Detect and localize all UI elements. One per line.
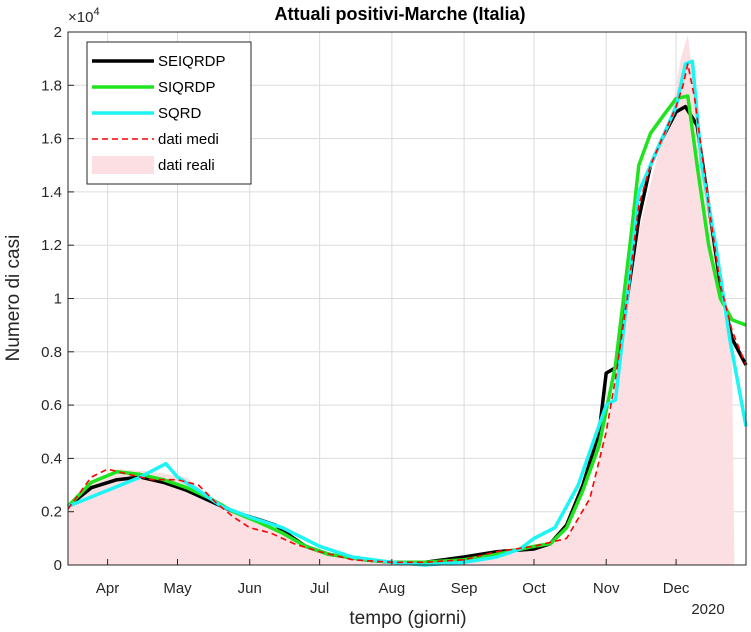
legend-label-seiqrdp: SEIQRDP [158,53,226,70]
x-tick-label: Sep [451,580,478,597]
y-tick-label: 1.2 [41,237,62,254]
x-tick-label: May [163,580,192,597]
axis-ticks: 0 0.2 0.4 0.6 0.8 1 1.2 1.4 1.6 1.8 2 Apr May Jun Jul A… [41,24,690,597]
chart-title: Attuali positivi-Marche (Italia) [274,4,525,24]
y-tick-label: 1.4 [41,184,62,201]
x-tick-label: Apr [96,580,119,597]
x-tick-label: Jun [238,580,262,597]
y-tick-label: 0.8 [41,344,62,361]
x-axis-title: tempo (giorni) [349,608,466,629]
y-tick-label: 2 [54,24,62,41]
x-tick-label: Jul [310,580,329,597]
y-tick-label: 1.6 [41,131,62,148]
y-tick-label: 0.4 [41,450,62,467]
series-line-sqrd [67,59,748,567]
legend-label-sqrd: SQRD [158,105,202,122]
year-label: 2020 [691,601,724,618]
series-layer [66,34,748,567]
x-tick-label: Dec [663,580,690,597]
legend-label-dati-reali: dati reali [158,157,215,174]
y-exponent-label: ×104 [68,6,100,26]
y-tick-label: 1 [54,291,62,308]
x-tick-label: Oct [522,580,546,597]
legend-label-siqrdp: SIQRDP [158,79,216,96]
legend-label-dati-medi: dati medi [158,131,219,148]
x-tick-label: Aug [379,580,406,597]
y-tick-label: 1.8 [41,77,62,94]
legend-swatch-dati-reali [92,156,154,174]
series-line-dati-medi [67,63,747,564]
y-tick-label: 0 [54,557,62,574]
y-tick-label: 0.6 [41,397,62,414]
x-tick-label: Nov [593,580,620,597]
series-area-dati-reali [68,34,735,565]
y-axis-title: Numero di casi [3,235,24,362]
legend: SEIQRDP SIQRDP SQRD dati medi dati reali [86,41,252,185]
y-tick-label: 0.2 [41,504,62,521]
